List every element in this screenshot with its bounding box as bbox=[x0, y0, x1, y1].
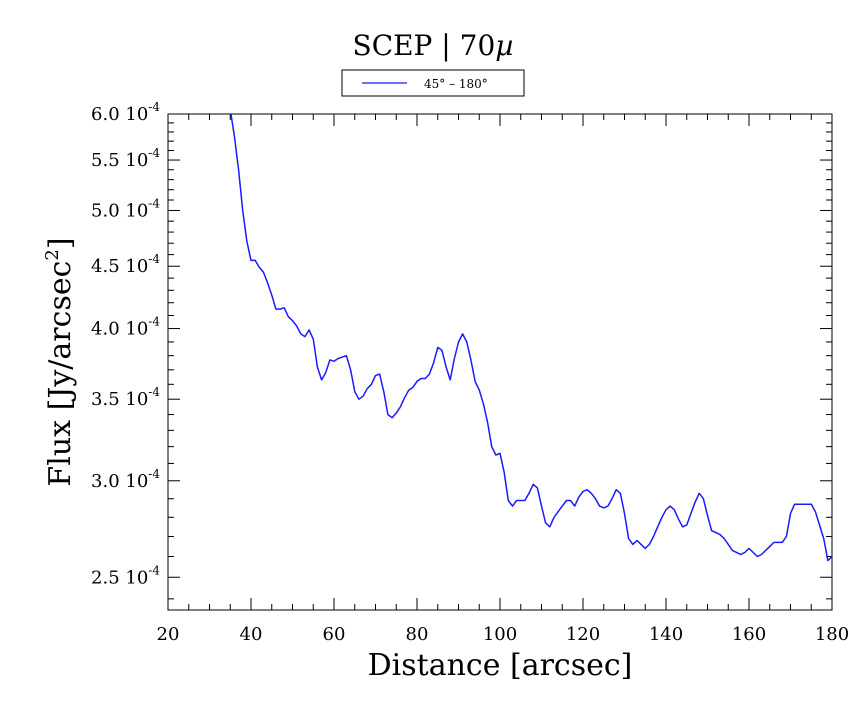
y-axis-label-sup: 2 bbox=[42, 249, 63, 260]
x-tick-label: 120 bbox=[566, 624, 600, 645]
series-line bbox=[230, 114, 832, 562]
x-tick-label: 40 bbox=[240, 624, 263, 645]
chart-title: SCEP | 70µ bbox=[353, 29, 514, 62]
y-tick-exponent: -4 bbox=[148, 196, 160, 210]
y-tick-label: 4.0 10-4 bbox=[91, 315, 160, 340]
y-axis-label: Flux [Jy/arcsec2] bbox=[42, 237, 78, 486]
y-tick-mantissa: 4.5 10 bbox=[91, 256, 148, 277]
y-axis-label-close: ] bbox=[43, 237, 78, 249]
y-tick-exponent: -4 bbox=[148, 100, 160, 114]
x-tick-label: 160 bbox=[732, 624, 766, 645]
y-tick-exponent: -4 bbox=[148, 146, 160, 160]
x-tick-label: 180 bbox=[815, 624, 849, 645]
chart-title-mu: µ bbox=[495, 29, 513, 62]
x-tick-label: 60 bbox=[323, 624, 346, 645]
y-tick-exponent: -4 bbox=[148, 563, 160, 577]
y-axis-label-text: Flux [Jy/arcsec bbox=[43, 261, 78, 487]
y-tick-label: 2.5 10-4 bbox=[91, 563, 160, 588]
x-tick-label: 20 bbox=[157, 624, 180, 645]
x-axis-tick-labels: 20 40 60 80 100 120 140 160 180 bbox=[157, 624, 850, 645]
series-group bbox=[230, 114, 832, 562]
x-axis-ticks bbox=[167, 114, 833, 610]
y-tick-exponent: -4 bbox=[148, 252, 160, 266]
y-tick-mantissa: 3.0 10 bbox=[91, 471, 148, 492]
y-tick-label: 6.0 10-4 bbox=[91, 100, 160, 125]
y-tick-exponent: -4 bbox=[148, 385, 160, 399]
y-tick-exponent: -4 bbox=[148, 467, 160, 481]
y-tick-exponent: -4 bbox=[148, 315, 160, 329]
y-tick-label: 5.0 10-4 bbox=[91, 196, 160, 221]
y-tick-mantissa: 2.5 10 bbox=[91, 567, 148, 588]
x-tick-label: 100 bbox=[483, 624, 517, 645]
y-tick-label: 5.5 10-4 bbox=[91, 146, 160, 171]
y-tick-mantissa: 4.0 10 bbox=[91, 319, 148, 340]
x-tick-label: 80 bbox=[406, 624, 429, 645]
y-tick-mantissa: 3.5 10 bbox=[91, 389, 148, 410]
x-tick-label: 140 bbox=[649, 624, 683, 645]
legend: 45° – 180° bbox=[341, 69, 525, 97]
legend-label: 45° – 180° bbox=[424, 77, 488, 91]
y-tick-label: 3.5 10-4 bbox=[91, 385, 160, 410]
y-axis-tick-labels: 2.5 10-43.0 10-43.5 10-44.0 10-44.5 10-4… bbox=[91, 100, 160, 588]
y-tick-label: 4.5 10-4 bbox=[91, 252, 160, 277]
y-tick-mantissa: 5.0 10 bbox=[91, 200, 148, 221]
y-tick-mantissa: 5.5 10 bbox=[91, 150, 148, 171]
y-tick-mantissa: 6.0 10 bbox=[91, 104, 148, 125]
chart-title-text: SCEP | 70 bbox=[353, 29, 496, 62]
plot-frame bbox=[167, 113, 833, 611]
y-axis-ticks bbox=[168, 113, 832, 600]
x-axis-label: Distance [arcsec] bbox=[368, 648, 633, 683]
y-tick-label: 3.0 10-4 bbox=[91, 467, 160, 492]
